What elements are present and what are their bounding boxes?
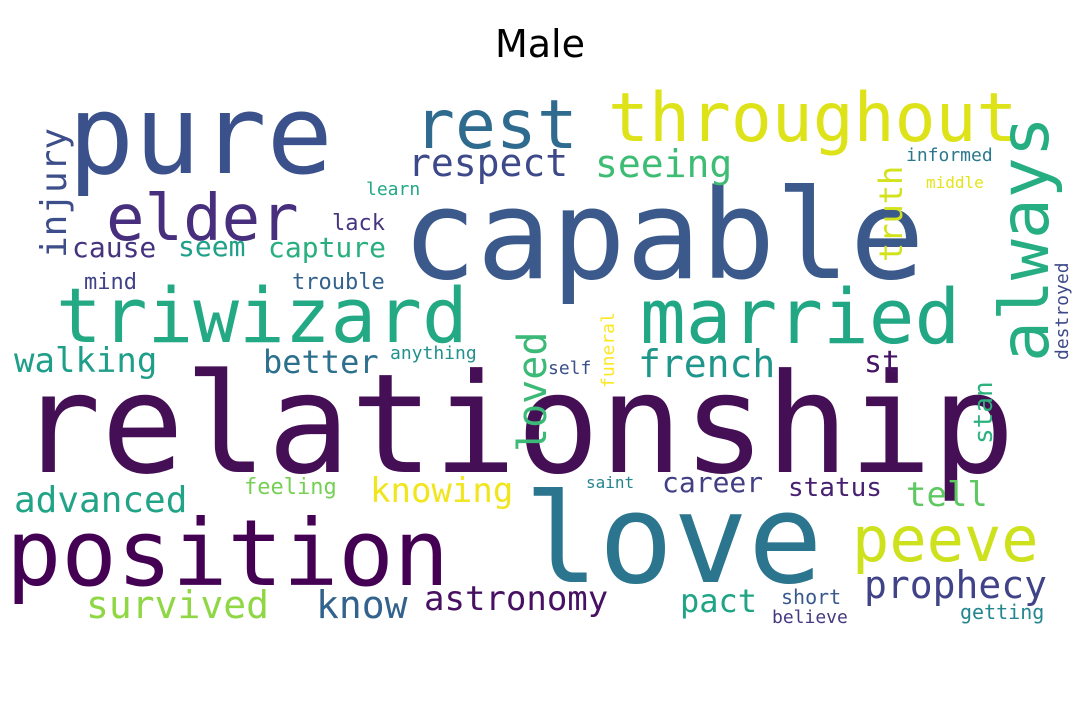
word-status: status [788,473,882,503]
word-cause: cause [72,231,156,264]
word-tell: tell [906,475,988,515]
word-funeral: funeral [598,312,619,388]
word-always: always [986,116,1065,362]
word-career: career [662,466,763,499]
word-elder: elder [106,182,299,256]
word-self: self [548,358,591,379]
word-st: st [864,345,900,380]
word-mind: mind [84,270,137,295]
word-believe: believe [772,607,848,628]
word-throughout: throughout [608,79,1017,158]
word-love: love [524,468,823,612]
word-capable: capable [402,164,925,308]
word-seem: seem [178,230,245,263]
word-pact: pact [680,582,757,620]
word-astronomy: astronomy [424,579,608,619]
word-lack: lack [332,211,385,236]
word-advanced: advanced [14,480,187,521]
word-relationship: relationship [18,344,1015,505]
word-survived: survived [86,583,269,627]
word-stan: stan [969,381,999,444]
word-rest: rest [414,86,578,165]
word-informed: informed [906,145,993,166]
word-peeve: peeve [852,503,1039,576]
word-saint: saint [586,473,634,492]
word-short: short [781,585,841,609]
word-destroyed: destroyed [1052,262,1073,360]
word-french: french [638,342,775,386]
word-learn: learn [366,179,420,200]
word-respect: respect [408,141,568,185]
word-prophecy: prophecy [864,563,1047,607]
word-married: married [640,272,960,361]
word-better: better [263,343,379,381]
word-knowing: knowing [370,471,513,511]
word-trouble: trouble [292,270,385,295]
word-getting: getting [960,600,1044,624]
word-feeling: feeling [244,475,337,500]
word-walking: walking [14,341,157,381]
word-injury: injury [34,128,75,258]
word-triwizard: triwizard [56,271,468,360]
word-pure: pure [68,71,333,199]
word-capture: capture [268,231,386,264]
word-seeing: seeing [595,142,732,186]
word-anything: anything [390,343,477,364]
word-truth: truth [872,166,910,262]
word-position: position [6,500,449,607]
word-middle: middle [926,173,984,192]
word-know: know [316,583,408,627]
word-loved: loved [510,332,556,452]
chart-title: Male [494,22,585,66]
